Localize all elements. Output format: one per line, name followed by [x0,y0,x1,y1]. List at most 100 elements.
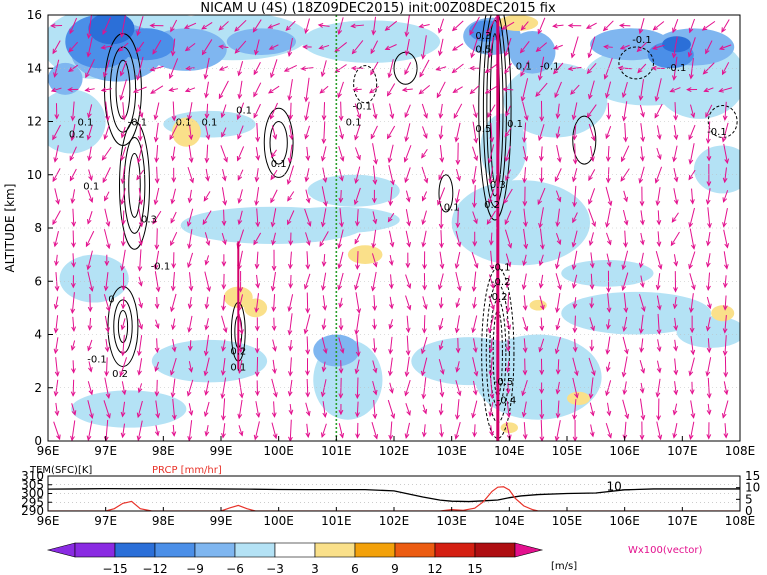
vector-head [320,156,326,162]
vector-head [388,200,394,207]
vector-shaft [189,296,192,309]
contour-line [438,174,454,213]
vector-shaft [722,62,730,75]
vector-shaft [470,85,480,94]
wind-vector [120,166,126,185]
vector-head [505,346,511,352]
wind-vector [85,230,95,248]
vector-head [605,366,611,373]
contour-label: 0.1 [507,119,523,130]
vector-shaft [221,377,227,399]
vector-shaft [440,125,443,139]
vector-head [621,264,627,271]
vector-shaft [389,319,393,329]
vector-head [522,370,528,376]
wind-vector [421,191,428,202]
vector-head [502,87,508,92]
vector-head [605,133,610,140]
wind-vector [255,401,261,419]
vector-head [455,414,460,421]
vector-shaft [472,400,478,418]
vector-shaft [170,211,177,223]
vector-head [221,305,226,312]
vector-head [587,52,593,59]
wind-vector [489,425,495,437]
wind-vector [71,253,76,268]
wind-vector [119,79,127,101]
surface-x-tick-label: 97E [94,514,117,528]
vector-shaft [322,361,326,372]
vector-head [689,389,695,395]
vector-head [188,157,194,164]
vector-head [89,286,94,292]
wind-vector [639,338,645,353]
wind-vector [53,337,59,355]
vector-shaft [172,424,175,436]
vector-head [70,435,75,441]
x-tick-label: 105E [552,444,583,458]
vector-shaft [472,121,477,143]
vector-shaft [674,296,677,309]
wind-vector [656,421,663,441]
vector-head [418,89,424,95]
vector-shaft [139,249,142,271]
wind-vector [672,18,679,34]
wind-vector [70,340,76,351]
vector-head [355,264,360,270]
vector-shaft [654,103,663,118]
x-tick-label: 108E [725,444,756,458]
vector-shaft [656,360,661,373]
vector-head [87,325,93,331]
vector-head [389,242,395,248]
vector-shaft [172,318,176,330]
wind-vector [288,125,294,141]
vector-shaft [535,82,548,97]
vector-head [553,69,559,75]
vector-shaft [588,123,595,141]
wind-vector [372,318,377,331]
vector-head [288,436,293,441]
wind-vector [237,80,243,100]
wind-vector [303,273,311,290]
vector-shaft [290,274,292,288]
wind-vector [183,22,197,29]
contour-labels: 0.10.2-0.1 0.1 0.10.10.10.3-0.10.1 -0.10.10… [69,31,727,407]
vector-head [690,244,696,250]
wind-vector [271,294,277,313]
wind-vector [371,16,377,36]
wind-vector [486,210,496,225]
wind-vector [637,63,647,74]
vector-shaft [255,187,260,205]
vector-head [590,135,596,142]
vector-head [421,219,427,226]
wind-vector [87,190,94,203]
wind-vector [253,62,261,76]
vector-shaft [52,210,61,225]
vector-head [639,156,645,162]
vector-head [70,345,76,351]
vector-head [370,48,376,55]
vector-shaft [605,422,612,438]
surface-annotation: 10 [607,480,622,494]
vector-shaft [122,401,126,417]
wind-vector [488,274,495,290]
wind-vector [537,56,545,81]
vector-head [672,303,678,310]
wind-vector [201,39,213,56]
vector-shaft [305,402,310,416]
vector-head [623,307,629,314]
wind-vector [337,229,344,249]
vector-head [690,349,696,356]
vector-head [589,346,595,352]
wind-vector [388,230,395,248]
vector-head [136,75,141,81]
wind-vector [54,103,60,120]
wind-vector [706,422,712,440]
wind-vector [469,85,480,95]
vector-shaft [71,124,76,141]
vector-head [120,132,126,139]
vector-head [71,368,76,374]
vector-shaft [573,185,577,207]
vector-shaft [723,143,728,164]
wind-vector [589,273,595,290]
